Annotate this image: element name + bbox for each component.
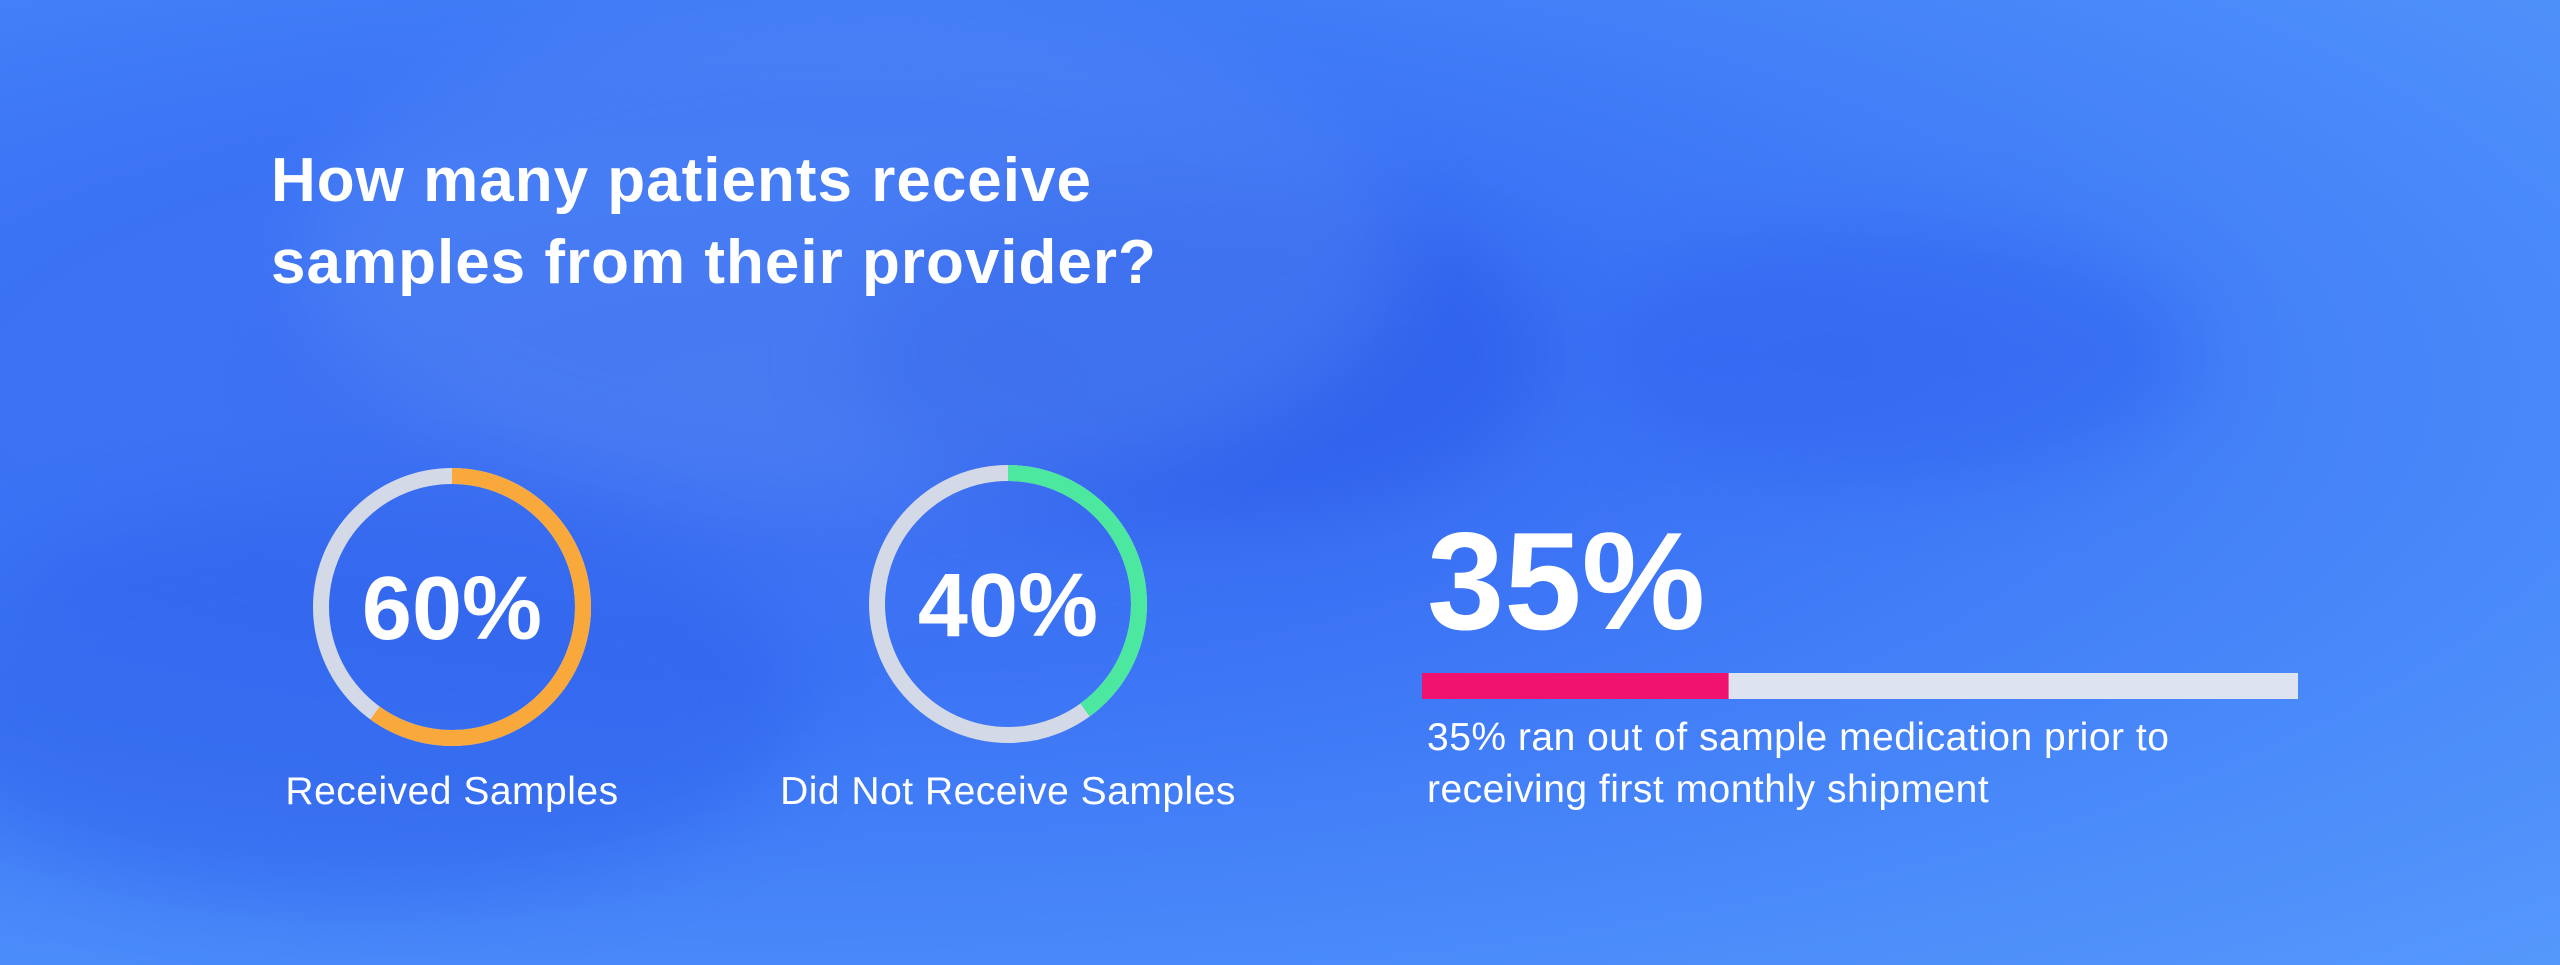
big-value: 35%	[1427, 504, 1705, 659]
donut-caption: Did Not Receive Samples	[780, 770, 1236, 813]
headline: How many patients receive samples from t…	[271, 146, 1157, 297]
description: 35% ran out of sample medication prior t…	[1427, 716, 2170, 811]
donut-caption: Received Samples	[285, 770, 618, 813]
donut-arc	[370, 468, 591, 746]
donut-arc	[1007, 465, 1147, 717]
donut-value: 60%	[362, 559, 542, 659]
background-shape	[1600, 230, 2200, 480]
background-shape	[0, 500, 800, 900]
donut-value: 40%	[918, 556, 1098, 656]
progress-bar	[1422, 673, 1729, 699]
background-shape	[300, 0, 1400, 500]
